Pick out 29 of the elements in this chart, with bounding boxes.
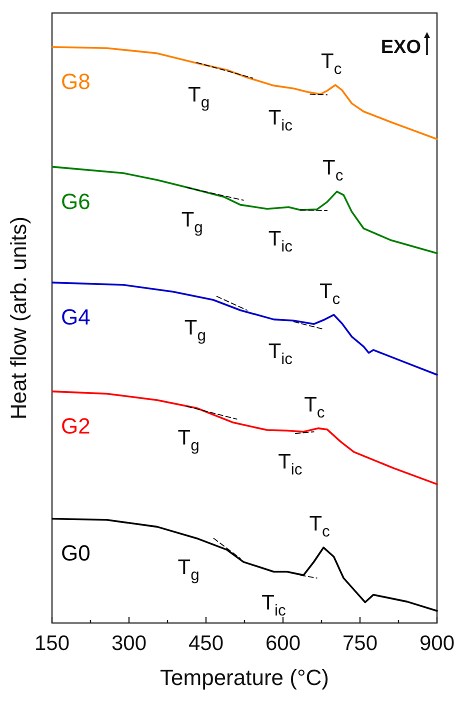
- x-tick-label: 900: [419, 632, 455, 655]
- x-tick-label: 450: [188, 632, 224, 655]
- annotation: T$_{g}$: [178, 426, 200, 454]
- annotation: T$_{ic}$: [268, 106, 293, 134]
- series-label: G8: [61, 68, 90, 94]
- annotation: T$_{g}$: [188, 84, 210, 112]
- annotation: T$_{g}$: [181, 208, 203, 236]
- annotation: T$_{c}$: [322, 156, 344, 184]
- annotation: T$_{g}$: [184, 316, 206, 344]
- x-tick-label: 150: [34, 632, 70, 655]
- series-label: G4: [61, 304, 90, 330]
- annotation: T$_{ic}$: [268, 228, 293, 256]
- series-label: G2: [61, 413, 90, 438]
- annotation: T$_{ic}$: [268, 340, 293, 368]
- annotation: T$_{c}$: [304, 393, 325, 421]
- series-label: G6: [61, 188, 90, 214]
- annotation: T$_{c}$: [309, 512, 330, 540]
- annotation: T$_{ic}$: [262, 592, 286, 620]
- x-tick-label: 750: [342, 632, 378, 655]
- x-tick-label: 300: [111, 632, 147, 655]
- annotation: T$_{c}$: [321, 50, 342, 78]
- annotation: T$_{c}$: [319, 280, 340, 308]
- annotation: T$_{g}$: [178, 556, 200, 584]
- annotation: EXO: [380, 37, 421, 58]
- series-label: G0: [61, 540, 90, 566]
- y-axis-title: Heat flow (arb. units): [6, 216, 31, 420]
- x-tick-label: 600: [265, 632, 301, 655]
- annotation: T$_{ic}$: [278, 450, 302, 478]
- x-axis-title: Temperature (°C): [160, 665, 329, 690]
